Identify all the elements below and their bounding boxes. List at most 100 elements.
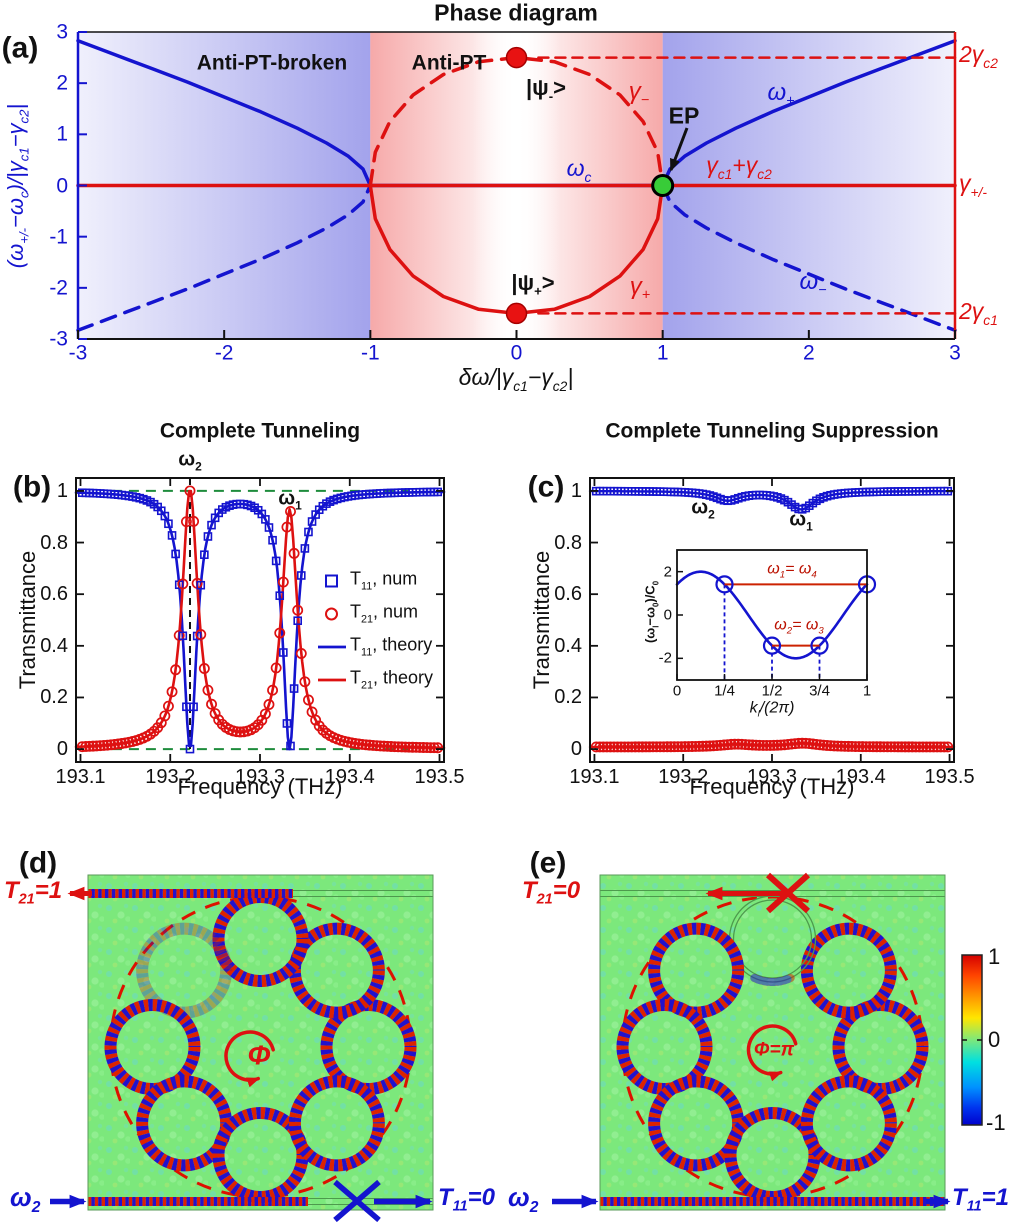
t21-num-marker-c bbox=[807, 738, 819, 750]
t21-num-marker-c bbox=[747, 739, 758, 751]
t21-num-marker bbox=[399, 741, 411, 753]
t21-num-marker-c bbox=[757, 739, 769, 751]
t21-num-marker-c bbox=[675, 741, 687, 753]
t21-num-marker bbox=[299, 676, 311, 688]
t11-num-marker bbox=[200, 550, 209, 560]
t11-num-marker bbox=[185, 744, 195, 754]
field-map-frame bbox=[599, 874, 946, 1211]
t21-num-marker-c bbox=[796, 737, 808, 749]
t21-num-marker bbox=[410, 741, 422, 753]
inset-bg bbox=[677, 550, 867, 680]
t21-num-marker bbox=[112, 738, 124, 750]
t11-num-marker bbox=[189, 702, 198, 712]
t21-num-marker bbox=[407, 741, 419, 753]
t21-num-marker-c bbox=[711, 740, 723, 752]
t11-num-marker bbox=[196, 580, 206, 590]
t21-num-marker bbox=[101, 739, 113, 751]
t11-num-marker bbox=[275, 591, 285, 600]
t11-num-marker bbox=[268, 535, 277, 545]
microring-residual-field bbox=[750, 974, 795, 986]
t21-num-marker-c bbox=[661, 741, 673, 753]
t21-num-marker-c bbox=[814, 739, 826, 751]
t11-num-marker bbox=[279, 648, 288, 657]
t21-num-marker-c bbox=[789, 738, 801, 750]
t21-num-marker-c bbox=[878, 741, 890, 753]
t21-num-marker bbox=[421, 742, 433, 754]
t21-num-marker-c bbox=[910, 741, 922, 753]
t21-num-marker bbox=[303, 694, 314, 706]
field-map-panel-e bbox=[552, 872, 951, 1211]
t21-num-marker-c bbox=[629, 741, 641, 753]
t21-num-marker-c bbox=[921, 741, 932, 753]
t21-num-marker bbox=[274, 627, 286, 639]
t21-num-marker-c bbox=[832, 740, 844, 752]
colorbar bbox=[961, 954, 983, 1126]
panel-b-box bbox=[75, 477, 445, 763]
t11-num-marker bbox=[171, 549, 180, 559]
t21-num-marker bbox=[198, 663, 210, 674]
field-background-d bbox=[88, 875, 433, 1210]
t21-num-marker bbox=[356, 738, 368, 750]
t21-num-marker bbox=[432, 742, 444, 754]
t21-num-marker-c bbox=[793, 737, 805, 749]
t21-num-marker bbox=[87, 740, 99, 752]
t21-num-marker bbox=[162, 700, 174, 712]
ring-field-blue bbox=[288, 922, 385, 1019]
t21-num-marker bbox=[148, 725, 160, 737]
t21-num-marker-c bbox=[697, 740, 709, 752]
t21-num-marker-c bbox=[899, 741, 911, 753]
t21-num-marker-c bbox=[924, 741, 936, 753]
t21-num-marker-c bbox=[871, 741, 883, 753]
t21-num-marker bbox=[109, 738, 121, 750]
t21-num-marker-c bbox=[835, 740, 847, 752]
t21-num-marker-c bbox=[935, 741, 947, 753]
t11-num-marker bbox=[178, 631, 188, 641]
t21-num-marker bbox=[414, 741, 426, 753]
series-omega_minus_real bbox=[660, 183, 957, 333]
t21-num-marker bbox=[360, 739, 372, 751]
t21-num-marker-c bbox=[803, 738, 815, 750]
t21-num-marker-c bbox=[636, 741, 648, 753]
t21-num-marker bbox=[231, 726, 243, 738]
t21-num-marker-c bbox=[590, 741, 602, 753]
t21-num-marker-c bbox=[810, 738, 822, 750]
t11-num-marker bbox=[164, 519, 173, 529]
t21-num-marker bbox=[184, 485, 196, 497]
t21-num-marker-c bbox=[825, 740, 837, 752]
state-marker bbox=[505, 302, 528, 325]
t21-num-marker-c bbox=[857, 741, 869, 753]
t21-num-marker-c bbox=[850, 741, 861, 752]
t21-num-marker bbox=[76, 741, 88, 753]
t21-num-marker-c bbox=[668, 741, 680, 753]
t11-suppressed-line bbox=[588, 489, 956, 511]
t21-num-marker-c bbox=[683, 741, 694, 753]
microring-empty-inner bbox=[732, 899, 813, 979]
flux-arrow-d bbox=[224, 1030, 275, 1088]
t21-num-marker-c bbox=[597, 741, 609, 753]
t21-num-marker-c bbox=[686, 741, 698, 752]
t21-theory-line bbox=[74, 489, 446, 750]
t21-num-marker bbox=[364, 739, 375, 751]
ring-field-blue bbox=[800, 1075, 897, 1172]
t21-num-marker-c bbox=[693, 740, 705, 752]
ring-field-red bbox=[136, 922, 233, 1019]
t21-num-marker bbox=[385, 741, 397, 752]
t11-num-marker bbox=[271, 556, 281, 566]
t11-num-marker bbox=[293, 616, 302, 626]
t21-num-marker-c bbox=[622, 741, 634, 753]
t21-num-marker bbox=[267, 684, 279, 696]
t21-num-marker-c bbox=[928, 741, 940, 753]
t21-num-marker bbox=[295, 648, 307, 659]
t21-num-marker bbox=[292, 604, 304, 616]
state-marker bbox=[505, 46, 528, 69]
t21-num-marker bbox=[94, 740, 106, 752]
t21-num-marker-c bbox=[700, 740, 712, 752]
t21-num-marker-c bbox=[601, 741, 613, 753]
t21-num-marker-c bbox=[764, 739, 776, 751]
t21-num-marker-c bbox=[640, 741, 652, 753]
t11-num-marker bbox=[433, 487, 443, 497]
t21-num-marker-c bbox=[750, 739, 762, 751]
t21-num-marker bbox=[180, 516, 192, 528]
t21-num-marker bbox=[281, 521, 293, 533]
t21-num-marker bbox=[202, 684, 214, 696]
